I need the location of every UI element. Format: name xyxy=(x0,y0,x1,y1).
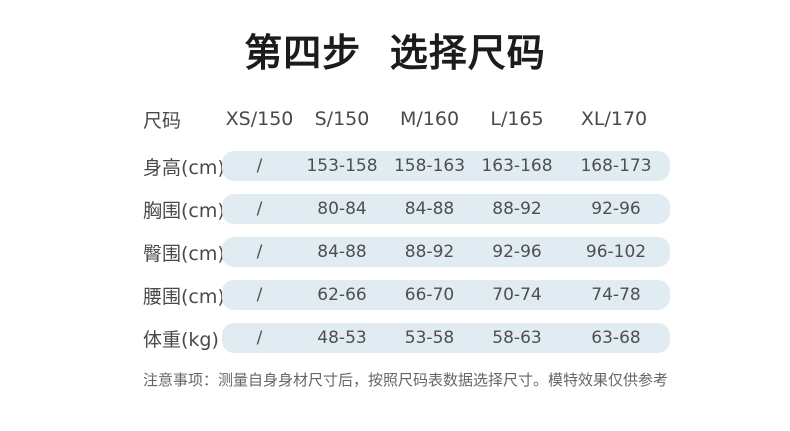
size-value-cell: 80-84 xyxy=(317,199,367,219)
size-value-cell: 70-74 xyxy=(492,285,542,305)
size-values-pill: / 84-88 88-92 92-96 96-102 xyxy=(222,237,670,267)
size-value-cell: / xyxy=(256,328,263,348)
page-title: 第四步 选择尺码 xyxy=(244,31,546,75)
column-header-size: 尺码 xyxy=(143,109,182,132)
size-value-cell: 74-78 xyxy=(591,285,641,305)
measurement-label-hip: 臀围(cm) xyxy=(143,242,225,265)
size-value-cell: / xyxy=(256,156,263,176)
size-value-cell: / xyxy=(256,199,263,219)
measurement-label-chest: 胸围(cm) xyxy=(143,199,225,222)
size-value-cell: 88-92 xyxy=(492,199,542,219)
size-values-pill: / 62-66 66-70 70-74 74-78 xyxy=(222,280,670,310)
size-value-cell: / xyxy=(256,285,263,305)
measurement-label-height: 身高(cm) xyxy=(143,156,225,179)
notice-text: 注意事项：测量自身身材尺寸后，按照尺码表数据选择尺寸。模特效果仅供参考 xyxy=(143,371,669,389)
measurement-label-weight: 体重(kg) xyxy=(143,328,219,351)
size-value-cell: 168-173 xyxy=(580,156,652,176)
size-value-cell: 48-53 xyxy=(317,328,367,348)
column-header-s150: S/150 xyxy=(314,108,370,130)
column-header-xs150: XS/150 xyxy=(225,108,294,130)
size-value-cell: 62-66 xyxy=(317,285,367,305)
size-value-cell: 84-88 xyxy=(404,199,455,219)
size-values-pill: / 80-84 84-88 88-92 92-96 xyxy=(222,194,670,224)
table-row-waist: 腰围(cm) / 62-66 66-70 70-74 74-78 xyxy=(143,280,670,310)
size-value-cell: 63-68 xyxy=(591,328,641,348)
size-values-pill: / 153-158 158-163 163-168 168-173 xyxy=(222,151,670,181)
column-header-l165: L/165 xyxy=(490,108,544,130)
column-header-m160: M/160 xyxy=(399,108,460,130)
size-values-pill: / 48-53 53-58 58-63 63-68 xyxy=(222,323,670,353)
size-table-header: 尺码 XS/150 S/150 M/160 L/165 XL/170 xyxy=(143,100,670,138)
column-header-xl170: XL/170 xyxy=(580,108,648,130)
size-value-cell: 158-163 xyxy=(393,156,466,176)
size-value-cell: 88-92 xyxy=(404,242,455,262)
size-value-cell: 92-96 xyxy=(492,242,542,262)
size-value-cell: / xyxy=(256,242,263,262)
size-value-cell: 96-102 xyxy=(585,242,647,262)
size-value-cell: 92-96 xyxy=(591,199,641,219)
table-row-height: 身高(cm) / 153-158 158-163 163-168 168-173 xyxy=(143,151,670,181)
table-row-weight: 体重(kg) / 48-53 53-58 58-63 63-68 xyxy=(143,323,670,353)
size-value-cell: 66-70 xyxy=(404,285,455,305)
measurement-label-waist: 腰围(cm) xyxy=(143,285,225,308)
size-value-cell: 153-158 xyxy=(306,156,378,176)
size-value-cell: 163-168 xyxy=(481,156,553,176)
table-row-hip: 臀围(cm) / 84-88 88-92 92-96 96-102 xyxy=(143,237,670,267)
size-value-cell: 53-58 xyxy=(404,328,455,348)
table-row-chest: 胸围(cm) / 80-84 84-88 88-92 92-96 xyxy=(143,194,670,224)
size-value-cell: 84-88 xyxy=(317,242,367,262)
size-value-cell: 58-63 xyxy=(492,328,542,348)
size-table: 尺码 XS/150 S/150 M/160 L/165 XL/170 身高(cm… xyxy=(143,100,670,353)
